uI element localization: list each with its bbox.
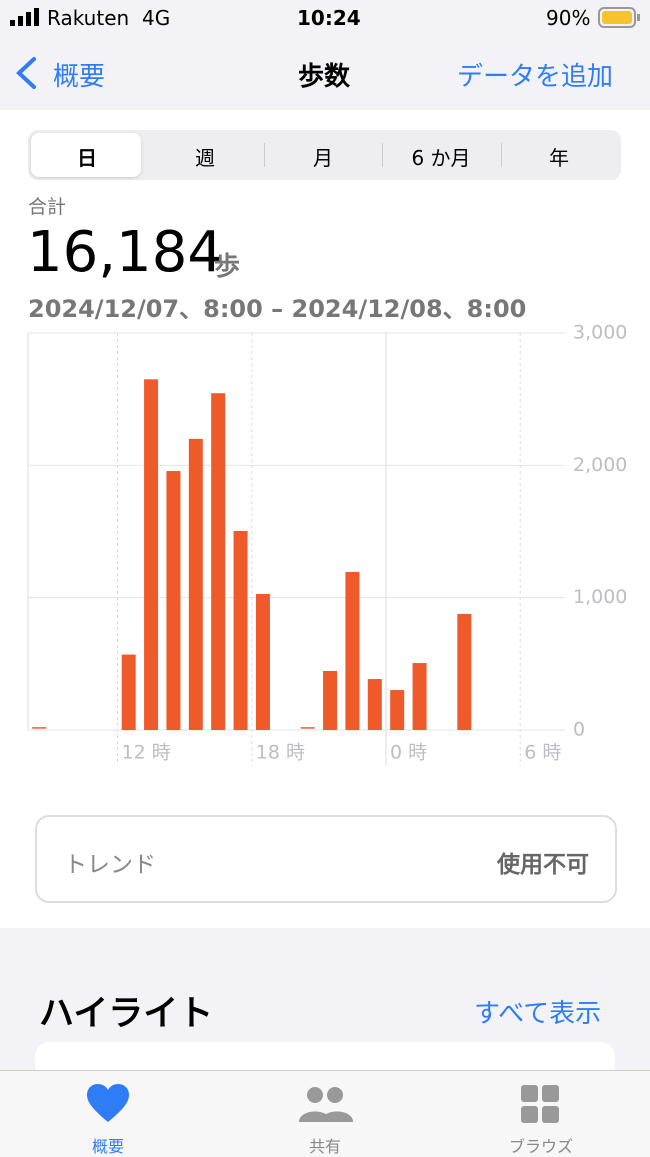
bar (32, 727, 47, 729)
tab-label[interactable]: 共有 (308, 1137, 341, 1156)
tab-label[interactable]: ブラウズ (508, 1137, 573, 1156)
heart-icon (87, 1084, 129, 1122)
bar (121, 654, 136, 730)
trend-label: トレンド (64, 852, 156, 878)
total-unit: 歩 (214, 252, 241, 282)
bar (390, 690, 405, 730)
bar (166, 471, 181, 730)
chart: 0 1,000 2,000 3,000 12 時 18 時 0 時 6 時 (27, 322, 627, 766)
tab-bar: 概要 共有 ブラウズ (0, 1070, 650, 1157)
bar (457, 613, 472, 730)
battery-icon (598, 7, 640, 28)
bar (144, 379, 159, 730)
tab-label[interactable]: 概要 (91, 1137, 124, 1156)
total-value: 16,184 (27, 220, 223, 285)
battery-text: 90% (546, 6, 591, 30)
segment[interactable]: 日 (77, 146, 97, 170)
carrier: Rakuten (47, 6, 130, 30)
nav-title: 歩数 (298, 62, 351, 92)
add-data-button[interactable]: データを追加 (457, 62, 614, 92)
trend-status: 使用不可 (497, 852, 589, 878)
browse-icon (521, 1085, 559, 1123)
time: 10:24 (297, 6, 361, 30)
bar (255, 593, 270, 730)
back-button[interactable]: 概要 (53, 62, 106, 92)
segment[interactable]: 月 (313, 146, 333, 170)
date-range: 2024/12/07、8:00 – 2024/12/08、8:00 (28, 295, 527, 323)
bar (300, 727, 315, 729)
x-tick-label: 18 時 (256, 742, 305, 764)
signal-icon (10, 8, 39, 26)
y-tick-label: 1,000 (573, 586, 627, 608)
x-tick-label: 0 時 (390, 742, 427, 764)
segment-control: 日 週 月 6 か月 年 (28, 130, 621, 180)
bar (233, 530, 248, 730)
highlights-title: ハイライト (39, 994, 214, 1034)
bar (188, 438, 203, 730)
trend-card[interactable]: トレンド 使用不可 (35, 815, 617, 903)
segment[interactable]: 年 (549, 146, 569, 170)
bar (345, 571, 360, 730)
header: Rakuten 4G 10:24 90% 概要 歩数 データを追加 (0, 0, 650, 110)
sharing-icon (299, 1087, 353, 1122)
content (0, 110, 650, 928)
y-tick-label: 0 (573, 719, 585, 741)
network: 4G (142, 6, 171, 30)
y-tick-label: 2,000 (573, 454, 627, 476)
bar (211, 393, 226, 730)
bar (367, 679, 382, 730)
bar (323, 670, 338, 730)
segment[interactable]: 週 (195, 146, 215, 170)
y-tick-label: 3,000 (573, 322, 627, 344)
total-label: 合計 (28, 196, 67, 218)
x-tick-label: 6 時 (524, 742, 561, 764)
segment[interactable]: 6 か月 (411, 146, 471, 170)
back-chevron[interactable] (14, 56, 38, 90)
x-tick-label: 12 時 (122, 742, 171, 764)
segment-selected (31, 133, 141, 177)
show-all[interactable]: すべて表示 (474, 999, 602, 1029)
bar (412, 663, 427, 730)
